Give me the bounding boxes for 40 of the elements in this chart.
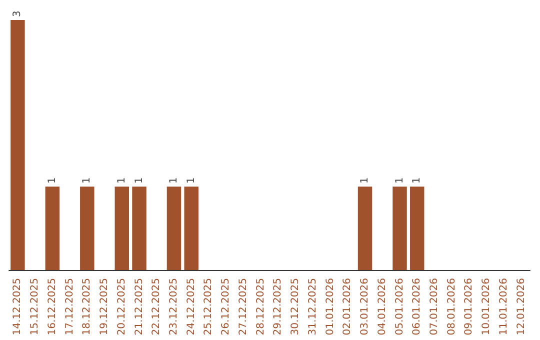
x-tick-label: 19.12.2025 — [99, 278, 110, 336]
data-label: 1 — [186, 177, 197, 184]
x-tick-label: 18.12.2025 — [82, 278, 93, 336]
data-label: 1 — [46, 177, 58, 184]
x-tick-label: 16.12.2025 — [46, 278, 58, 336]
data-label: 1 — [134, 177, 145, 184]
x-tick-label: 12.01.2026 — [516, 278, 527, 336]
x-tick-label: 27.12.2025 — [238, 278, 249, 336]
x-tick-label: 22.12.2025 — [151, 278, 162, 336]
data-label: 1 — [412, 177, 423, 184]
x-tick-label: 26.12.2025 — [220, 278, 232, 336]
x-tick-label: 17.12.2025 — [64, 278, 76, 336]
x-tick-label: 11.01.2026 — [498, 278, 510, 336]
data-label: 1 — [168, 177, 180, 184]
data-label: 1 — [82, 177, 93, 184]
x-tick-label: 10.01.2026 — [481, 278, 492, 336]
x-tick-label: 06.01.2026 — [412, 278, 423, 336]
x-tick-label: 04.01.2026 — [376, 278, 388, 336]
x-tick-label: 08.01.2026 — [446, 278, 458, 336]
x-tick-label: 15.12.2025 — [30, 278, 41, 336]
x-tick-label: 21.12.2025 — [134, 278, 145, 336]
x-tick-label: 25.12.2025 — [203, 278, 214, 336]
x-tick-label: 02.01.2026 — [342, 278, 354, 336]
x-tick-label: 07.01.2026 — [428, 278, 440, 336]
x-tick-label: 05.01.2026 — [394, 278, 406, 336]
x-tick-label: 09.01.2026 — [464, 278, 475, 336]
data-label: 1 — [116, 177, 128, 184]
x-tick-label: 23.12.2025 — [168, 278, 180, 336]
x-tick-label: 01.01.2026 — [324, 278, 336, 336]
data-label: 1 — [360, 177, 371, 184]
x-tick-label: 03.01.2026 — [360, 278, 371, 336]
x-tick-label: 14.12.2025 — [12, 278, 24, 336]
data-label: 3 — [12, 10, 24, 17]
x-tick-label: 28.12.2025 — [255, 278, 266, 336]
x-tick-label: 24.12.2025 — [186, 278, 197, 336]
data-label: 1 — [394, 177, 406, 184]
x-tick-label: 20.12.2025 — [116, 278, 128, 336]
x-tick-label: 30.12.2025 — [290, 278, 302, 336]
x-tick-label: 31.12.2025 — [307, 278, 318, 336]
x-tick-label: 29.12.2025 — [272, 278, 284, 336]
